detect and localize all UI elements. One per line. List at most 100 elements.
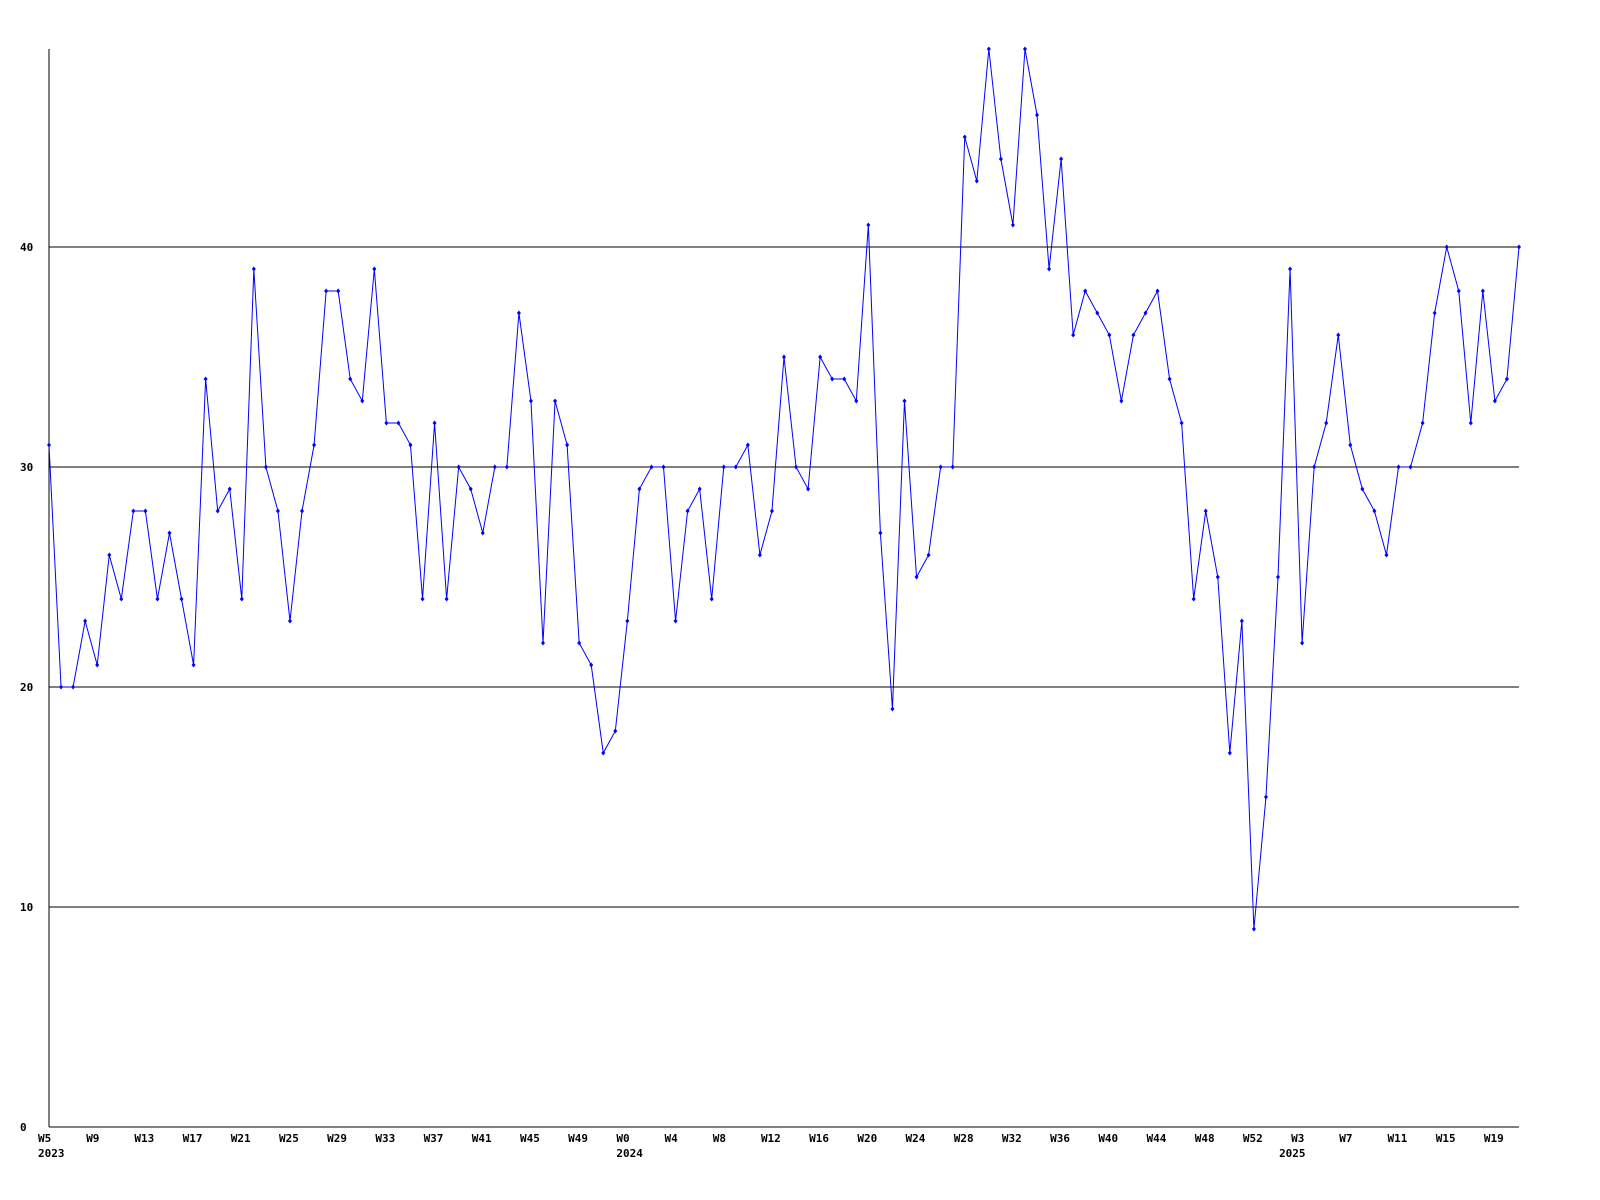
data-point bbox=[577, 640, 582, 646]
x-tick-label: W25 bbox=[279, 1132, 299, 1145]
y-tick-label: 30 bbox=[20, 461, 33, 474]
x-tick-label: W21 bbox=[231, 1132, 251, 1145]
data-point bbox=[565, 442, 570, 448]
data-point bbox=[1215, 574, 1220, 580]
data-point bbox=[1468, 420, 1473, 426]
data-point bbox=[1348, 442, 1353, 448]
data-point bbox=[336, 288, 341, 294]
data-point bbox=[1143, 310, 1148, 316]
data-point bbox=[806, 486, 811, 492]
data-point bbox=[1336, 332, 1341, 338]
data-point bbox=[384, 420, 389, 426]
data-point bbox=[890, 706, 895, 712]
data-point bbox=[480, 530, 485, 536]
data-point bbox=[492, 464, 497, 470]
data-point bbox=[83, 618, 88, 624]
y-tick-label: 40 bbox=[20, 241, 33, 254]
data-point bbox=[251, 266, 256, 272]
data-point bbox=[1010, 222, 1015, 228]
data-point bbox=[1408, 464, 1413, 470]
data-point bbox=[179, 596, 184, 602]
data-point bbox=[300, 508, 305, 514]
data-point bbox=[47, 442, 51, 448]
data-point bbox=[1131, 332, 1136, 338]
data-point bbox=[203, 376, 208, 382]
data-point bbox=[95, 662, 100, 668]
x-year-label: 2023 bbox=[38, 1147, 65, 1160]
data-point bbox=[1276, 574, 1281, 580]
data-point bbox=[818, 354, 823, 360]
data-point bbox=[697, 486, 702, 492]
data-point bbox=[71, 684, 76, 690]
data-point bbox=[1203, 508, 1208, 514]
x-tick-label: W48 bbox=[1195, 1132, 1215, 1145]
data-point bbox=[974, 178, 979, 184]
data-point bbox=[625, 618, 630, 624]
data-point bbox=[1022, 46, 1027, 52]
x-year-label: 2025 bbox=[1279, 1147, 1306, 1160]
x-tick-label: W5 bbox=[38, 1132, 51, 1145]
data-point bbox=[155, 596, 160, 602]
x-tick-label: W37 bbox=[424, 1132, 444, 1145]
data-point bbox=[1083, 288, 1088, 294]
data-point bbox=[516, 310, 521, 316]
data-point bbox=[878, 530, 883, 536]
data-point bbox=[432, 420, 437, 426]
data-point bbox=[468, 486, 473, 492]
data-point bbox=[1360, 486, 1365, 492]
data-point bbox=[59, 684, 64, 690]
y-tick-label: 10 bbox=[20, 901, 33, 914]
data-point bbox=[914, 574, 919, 580]
x-tick-label: W45 bbox=[520, 1132, 540, 1145]
data-point bbox=[1396, 464, 1401, 470]
data-point bbox=[1239, 618, 1244, 624]
data-point bbox=[312, 442, 317, 448]
x-tick-label: W40 bbox=[1098, 1132, 1118, 1145]
x-tick-label: W24 bbox=[906, 1132, 926, 1145]
data-point bbox=[1047, 266, 1052, 272]
data-point bbox=[1107, 332, 1112, 338]
x-year-label: 2024 bbox=[616, 1147, 643, 1160]
x-tick-label: W12 bbox=[761, 1132, 781, 1145]
x-tick-label: W28 bbox=[954, 1132, 974, 1145]
data-point bbox=[794, 464, 799, 470]
data-point bbox=[1071, 332, 1076, 338]
data-point bbox=[649, 464, 654, 470]
data-point bbox=[528, 398, 533, 404]
data-point bbox=[986, 46, 991, 52]
data-point bbox=[239, 596, 244, 602]
data-point bbox=[757, 552, 762, 558]
x-tick-label: W49 bbox=[568, 1132, 588, 1145]
data-point bbox=[1504, 376, 1509, 382]
x-tick-label: W9 bbox=[86, 1132, 99, 1145]
data-point bbox=[191, 662, 196, 668]
x-tick-label: W33 bbox=[375, 1132, 395, 1145]
x-tick-label: W17 bbox=[183, 1132, 203, 1145]
x-tick-label: W32 bbox=[1002, 1132, 1022, 1145]
data-point bbox=[1300, 640, 1305, 646]
data-point bbox=[1288, 266, 1293, 272]
data-point bbox=[1324, 420, 1329, 426]
data-point bbox=[685, 508, 690, 514]
data-point bbox=[143, 508, 148, 514]
data-point bbox=[444, 596, 449, 602]
data-point bbox=[553, 398, 558, 404]
data-point bbox=[131, 508, 136, 514]
data-point bbox=[1179, 420, 1184, 426]
data-point bbox=[1517, 244, 1521, 250]
data-line bbox=[48, 48, 1520, 930]
data-point bbox=[1263, 794, 1268, 800]
data-point bbox=[1119, 398, 1124, 404]
y-tick-label: 20 bbox=[20, 681, 33, 694]
data-point bbox=[456, 464, 461, 470]
data-point bbox=[1191, 596, 1196, 602]
data-point bbox=[504, 464, 509, 470]
data-point bbox=[842, 376, 847, 382]
data-point bbox=[782, 354, 786, 360]
data-point bbox=[661, 464, 666, 470]
x-tick-label: W29 bbox=[327, 1132, 347, 1145]
data-point bbox=[119, 596, 124, 602]
x-tick-label: W16 bbox=[809, 1132, 829, 1145]
